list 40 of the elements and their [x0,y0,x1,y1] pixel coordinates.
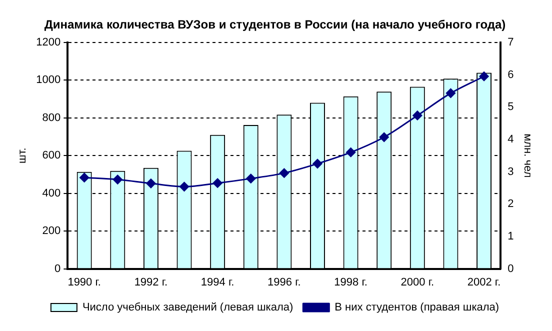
point [446,88,456,98]
x-tick-label: 1994 г. [200,276,234,288]
y2-tick-label: 3 [508,166,514,178]
point [80,172,90,182]
point [279,168,289,178]
legend-label: Число учебных заведений (левая шкала) [82,302,294,314]
y-tick-label: 200 [42,225,61,238]
y2-tick-label: 7 [508,36,514,48]
point [180,182,189,192]
y2-tick-label: 4 [508,133,514,146]
y-tick-label: 400 [42,187,61,200]
chart-title: Динамика количества ВУЗов и студентов в России (на начало учебного года) [44,18,506,32]
point [212,178,222,188]
x-tick-label: 1996 г. [268,276,301,288]
legend-label: В них студентов (правая шкала) [334,302,500,314]
point [479,72,489,82]
point [246,174,256,184]
y2-tick-label: 2 [508,198,514,210]
y2-axis-title: млн. чел [521,134,534,178]
point [312,158,322,168]
y2-tick-label: 1 [508,230,514,242]
y-tick-label: 0 [54,262,61,275]
x-tick-label: 1998 г. [334,276,368,288]
y-tick-label: 1000 [36,74,61,86]
y-axis-title: шт. [16,148,29,164]
x-tick-label: 1992 г. [134,276,168,288]
y2-tick-label: 6 [508,68,514,81]
x-tick-label: 2002 г. [467,276,501,288]
point [146,178,156,188]
point [379,132,389,142]
point [346,148,356,158]
point [412,110,422,120]
x-tick-label: 2000 г. [400,276,434,288]
point [112,174,122,184]
y-tick-label: 800 [42,112,61,124]
y2-tick-label: 5 [508,101,514,114]
y-tick-label: 600 [42,150,61,162]
x-tick-label: 1990 г. [68,276,101,288]
y-tick-label: 1200 [36,36,61,48]
y2-tick-label: 0 [508,262,514,275]
